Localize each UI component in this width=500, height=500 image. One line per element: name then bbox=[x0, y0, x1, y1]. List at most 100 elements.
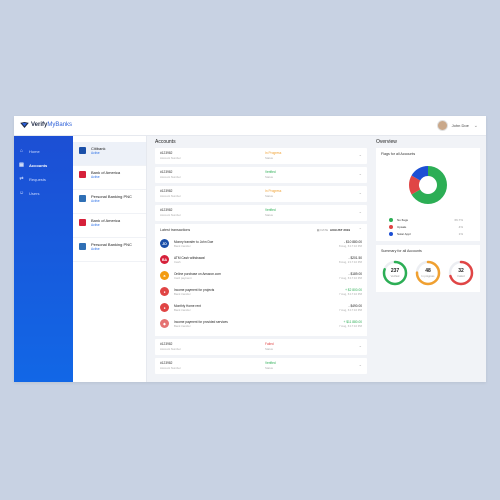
user-name: John Doe bbox=[451, 123, 469, 128]
transaction-name: Income payment for provided services bbox=[174, 320, 228, 324]
transaction-row[interactable]: JD Money transfer to John Doe Bank transfe… bbox=[160, 237, 362, 253]
date-filter[interactable]: ▦ DATE AUGUST 2019 bbox=[317, 228, 350, 232]
logo-shield-icon bbox=[20, 122, 29, 128]
chevron-up-icon[interactable]: ⌃ bbox=[358, 227, 362, 232]
transaction-name: Monthly Home rent bbox=[174, 304, 201, 308]
transaction-type: Bank transfer bbox=[174, 324, 191, 328]
bank-item[interactable]: Bank of America Active bbox=[73, 214, 146, 238]
gauge-ring bbox=[448, 260, 474, 286]
chevron-down-icon[interactable]: ⌄ bbox=[358, 362, 362, 367]
legend-item: No flags 66.7% bbox=[381, 216, 475, 223]
transaction-amount: - $10 880.00 bbox=[344, 240, 362, 244]
gauge-ring bbox=[415, 260, 441, 286]
transaction-icon: ◆ bbox=[160, 319, 169, 328]
transaction-icon: a bbox=[160, 271, 169, 280]
account-row[interactable]: #123982 Account Number Verified Status ⌄ bbox=[155, 358, 367, 374]
account-status: Failed bbox=[265, 342, 274, 346]
nav-item-label: Requests bbox=[29, 176, 46, 182]
transaction-amount: - $490.00 bbox=[348, 304, 362, 308]
donut-slice bbox=[411, 166, 428, 181]
transaction-icon: ● bbox=[160, 303, 169, 312]
bank-item[interactable]: Personal Banking PNC Active bbox=[73, 238, 146, 262]
transaction-row[interactable]: ● Income payment for projects Bank transfe… bbox=[160, 285, 362, 301]
chevron-down-icon[interactable]: ⌄ bbox=[358, 343, 362, 348]
app-window: Verify MyBanks John Doe ⌄ ⌂ Home ▤ Accounts ⇄… bbox=[14, 116, 486, 382]
bank-logo-icon bbox=[79, 147, 86, 154]
account-number-label: Account Number bbox=[160, 213, 181, 217]
transaction-row[interactable]: a Online purchase on Amazon.com Card payme… bbox=[160, 269, 362, 285]
transaction-row[interactable]: ◆ Income payment for provided services Ban… bbox=[160, 317, 362, 333]
transaction-time: 8 Aug, 6:17:10 PM bbox=[338, 244, 362, 248]
bank-text: Citibank Active bbox=[91, 146, 105, 155]
date-label: DATE bbox=[320, 228, 329, 232]
transactions-panel: Latest transactions ▦ DATE AUGUST 2019 ⌃… bbox=[155, 224, 367, 336]
transaction-time: 8 Aug, 2:17:10 PM bbox=[338, 260, 362, 264]
transaction-row[interactable]: BA ATM Cash withdrawal Cash - $201.50 8 Aug,… bbox=[160, 253, 362, 269]
account-row[interactable]: #123982 Account Number Verified Status ⌄ bbox=[155, 205, 367, 221]
avatar[interactable] bbox=[436, 120, 448, 131]
chevron-down-icon[interactable]: ⌄ bbox=[358, 171, 362, 176]
donut-slice bbox=[409, 175, 421, 195]
account-number: #123982 bbox=[160, 361, 173, 365]
legend-dot bbox=[389, 217, 393, 222]
requests-icon: ⇄ bbox=[19, 176, 24, 182]
chevron-down-icon[interactable]: ⌄ bbox=[358, 190, 362, 195]
account-number: #123982 bbox=[160, 208, 173, 212]
user-menu[interactable]: John Doe ⌄ bbox=[436, 120, 478, 131]
logo[interactable]: Verify MyBanks bbox=[20, 122, 72, 128]
legend-label: Upsale bbox=[397, 224, 407, 229]
overview-title: Overview bbox=[376, 139, 397, 145]
transaction-icon: JD bbox=[160, 239, 169, 248]
account-row[interactable]: #123982 Account Number Verified Status ⌄ bbox=[155, 167, 367, 183]
account-status: Verified bbox=[265, 361, 276, 365]
accounts-icon: ▤ bbox=[19, 162, 24, 168]
nav-item-users[interactable]: ☺ Users bbox=[14, 186, 73, 200]
logo-banks-text: MyBanks bbox=[47, 122, 73, 128]
gauge-ring bbox=[382, 260, 408, 286]
top-bar: Verify MyBanks John Doe ⌄ bbox=[14, 116, 486, 136]
bank-logo-icon bbox=[79, 195, 86, 202]
transaction-amount: + $11 880.00 bbox=[343, 320, 362, 324]
bank-name: Bank of America bbox=[91, 170, 121, 175]
legend-label: Solar Appl bbox=[397, 231, 411, 236]
summary-title: Summary for all Accounts bbox=[381, 249, 422, 253]
accounts-panel: Accounts #123982 Account Number In Progres… bbox=[155, 138, 367, 377]
account-status-label: Status bbox=[265, 156, 273, 160]
summary-gauge: 32 Failed bbox=[448, 260, 474, 286]
bank-item[interactable]: Personal Banking PNC Active bbox=[73, 190, 146, 214]
legend-label: No flags bbox=[397, 217, 409, 222]
nav-item-label: Accounts bbox=[29, 162, 48, 168]
account-row[interactable]: #123982 Account Number In Progress Status ⌄ bbox=[155, 148, 367, 164]
transaction-name: Online purchase on Amazon.com bbox=[174, 272, 221, 276]
account-number-label: Account Number bbox=[160, 366, 181, 370]
account-row[interactable]: #123982 Account Number Failed Status ⌄ bbox=[155, 339, 367, 355]
legend-value: 4% bbox=[458, 224, 463, 229]
legend-dot bbox=[389, 224, 393, 229]
nav-item-home[interactable]: ⌂ Home bbox=[14, 144, 73, 158]
transaction-time: 7 Aug, 6:17:10 PM bbox=[338, 308, 362, 312]
chevron-down-icon[interactable]: ⌄ bbox=[473, 122, 478, 129]
bank-item[interactable]: Bank of America Active bbox=[73, 166, 146, 190]
nav-item-requests[interactable]: ⇄ Requests bbox=[14, 172, 73, 186]
transaction-time: 7 Aug, 6:17:10 PM bbox=[338, 276, 362, 280]
account-number: #123982 bbox=[160, 170, 173, 174]
calendar-icon: ▦ bbox=[316, 228, 321, 232]
bank-status: Active bbox=[91, 247, 100, 251]
chevron-down-icon[interactable]: ⌄ bbox=[358, 209, 362, 214]
gauge-value: 32 bbox=[458, 268, 464, 274]
transaction-row[interactable]: ● Monthly Home rent Bank transfer - $490.00… bbox=[160, 301, 362, 317]
account-status: In Progress bbox=[265, 151, 282, 155]
bank-item[interactable]: Citibank Active bbox=[73, 142, 146, 166]
chevron-down-icon[interactable]: ⌄ bbox=[358, 152, 362, 157]
transaction-amount: - $189.00 bbox=[348, 272, 362, 276]
account-row[interactable]: #123982 Account Number In Progress Status ⌄ bbox=[155, 186, 367, 202]
transaction-time: 7 Aug, 6:17:10 PM bbox=[338, 324, 362, 328]
bank-name: Personal Banking PNC bbox=[91, 194, 132, 199]
account-number: #123982 bbox=[160, 342, 173, 346]
nav-item-accounts[interactable]: ▤ Accounts bbox=[14, 158, 73, 172]
transactions-title: Latest transactions bbox=[160, 228, 191, 232]
account-number: #123982 bbox=[160, 151, 173, 155]
gauge-value: 48 bbox=[425, 268, 431, 274]
legend-value: 1% bbox=[458, 231, 463, 236]
nav-item-label: Users bbox=[29, 190, 40, 196]
